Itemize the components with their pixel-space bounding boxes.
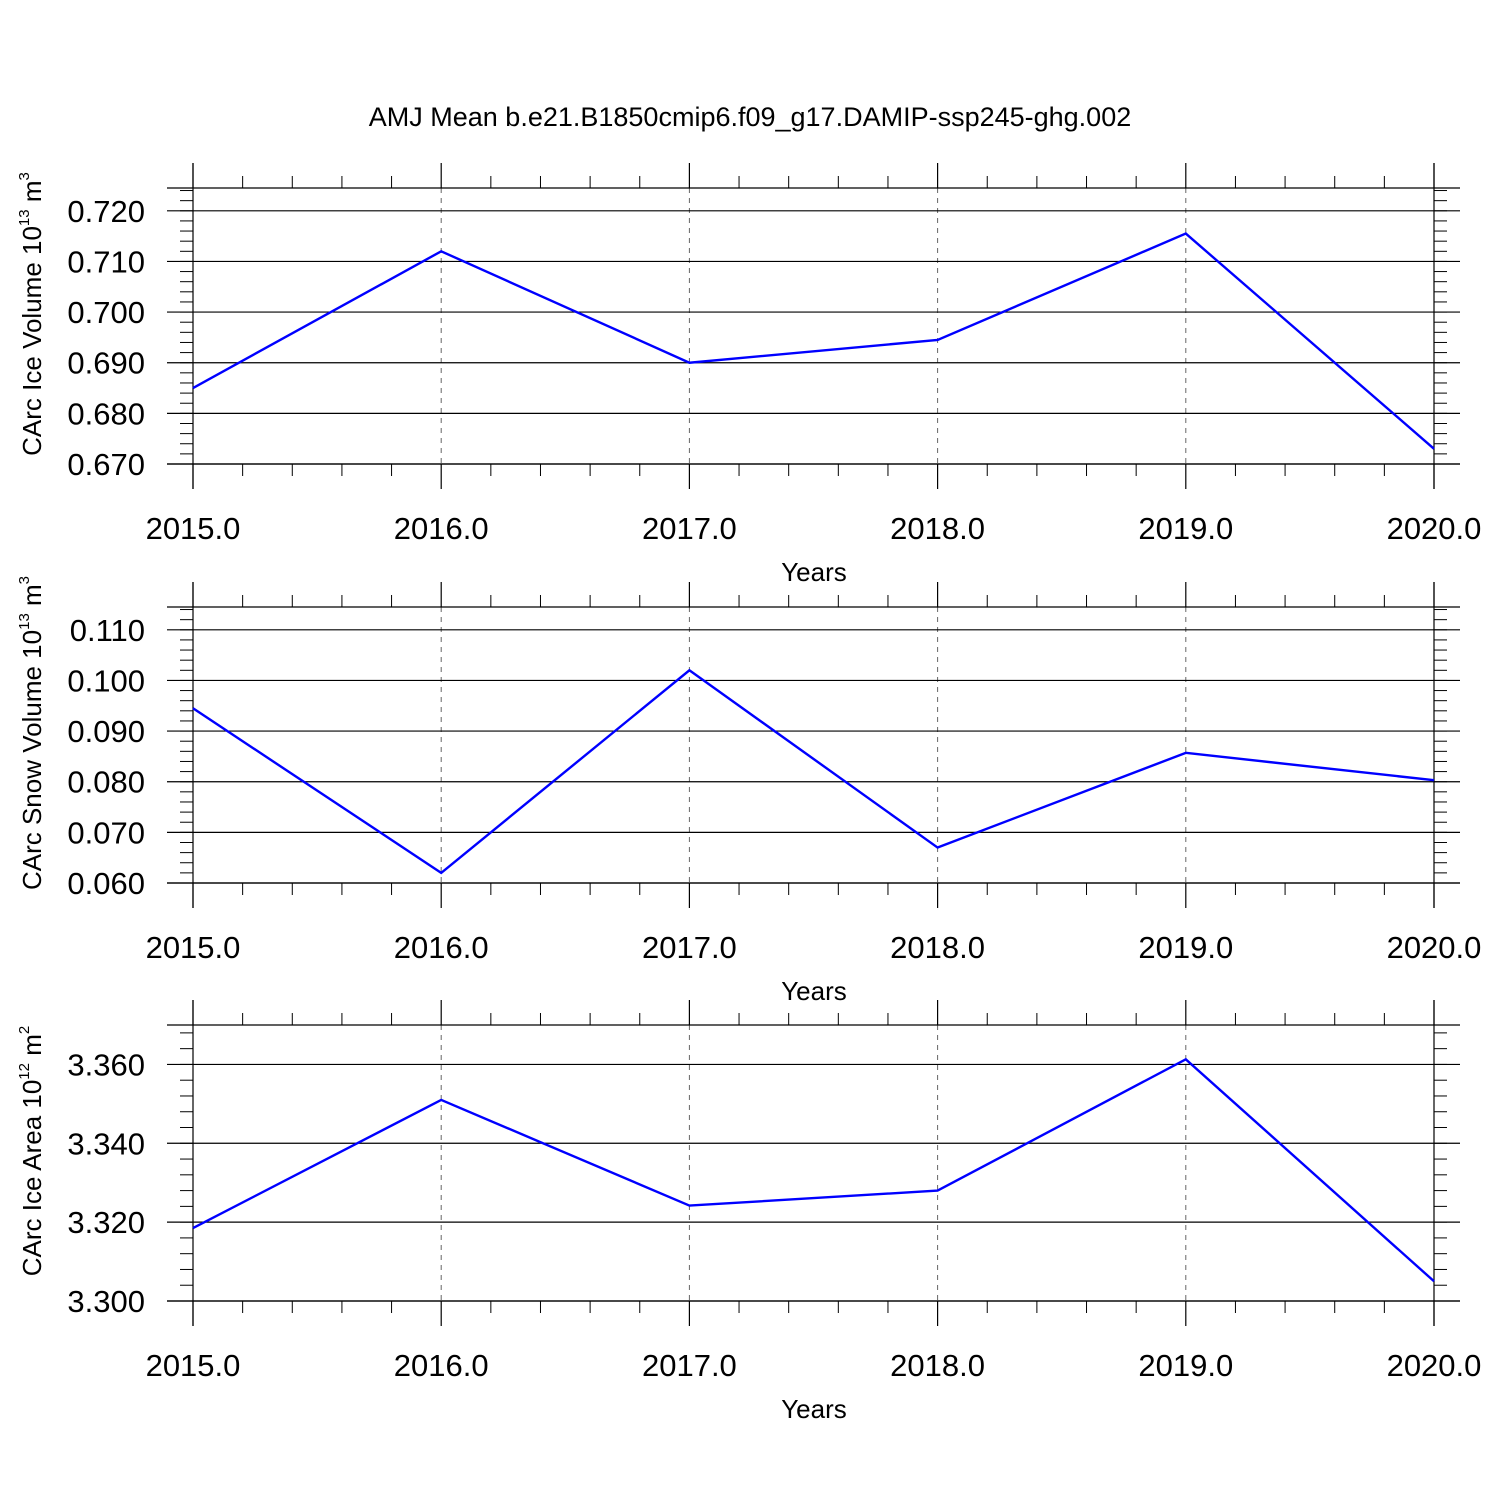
- y-tick-label: 0.070: [67, 815, 145, 850]
- x-tick-label: 2020.0: [1387, 511, 1482, 546]
- x-tick-label: 2018.0: [890, 930, 985, 965]
- y-axis-label: CArc Ice Area 1012 m2: [16, 1026, 47, 1276]
- x-tick-label: 2018.0: [890, 1348, 985, 1383]
- x-tick-label: 2020.0: [1387, 1348, 1482, 1383]
- x-tick-label: 2017.0: [642, 511, 737, 546]
- plot-panel-1: 0.670 0.680 0.690 0.700 0.710 0.720 2015.0 2016…: [16, 163, 1481, 587]
- x-axis-label: Years: [781, 557, 847, 587]
- y-tick-label: 0.670: [67, 447, 145, 482]
- y-tick-label: 0.060: [67, 866, 145, 901]
- y-axis-label: CArc Ice Volume 1013 m3: [16, 172, 47, 456]
- main-title: AMJ Mean b.e21.B1850cmip6.f09_g17.DAMIP-…: [369, 102, 1131, 132]
- x-tick-label: 2016.0: [394, 1348, 489, 1383]
- x-tick-label: 2019.0: [1138, 1348, 1233, 1383]
- y-tick-label: 3.320: [67, 1205, 145, 1240]
- series-line: [192, 668, 1435, 875]
- x-tick-label: 2016.0: [394, 930, 489, 965]
- series-line: [192, 232, 1435, 450]
- x-tick-label: 2016.0: [394, 511, 489, 546]
- x-tick-label: 2017.0: [642, 930, 737, 965]
- y-tick-label: 0.080: [67, 765, 145, 800]
- y-tick-label: 0.690: [67, 346, 145, 381]
- x-tick-label: 2018.0: [890, 511, 985, 546]
- x-tick-label: 2017.0: [642, 1348, 737, 1383]
- x-axis-label: Years: [781, 1394, 847, 1424]
- x-tick-label: 2015.0: [146, 1348, 241, 1383]
- y-tick-label: 0.090: [67, 714, 145, 749]
- x-tick-label: 2019.0: [1138, 930, 1233, 965]
- y-axis-label: CArc Snow Volume 1013 m3: [16, 576, 47, 890]
- y-tick-label: 0.700: [67, 295, 145, 330]
- x-tick-label: 2015.0: [146, 511, 241, 546]
- y-tick-label: 3.360: [67, 1047, 145, 1082]
- x-tick-label: 2020.0: [1387, 930, 1482, 965]
- y-tick-label: 0.720: [67, 194, 145, 229]
- x-tick-label: 2015.0: [146, 930, 241, 965]
- plot-panel-2: 0.060 0.070 0.080 0.090 0.100 0.110 2015.0 2016…: [16, 576, 1481, 1006]
- y-tick-label: 0.680: [67, 396, 145, 431]
- y-tick-label: 0.110: [70, 613, 145, 648]
- series-line: [192, 1057, 1435, 1283]
- x-axis-label: Years: [781, 976, 847, 1006]
- x-tick-label: 2019.0: [1138, 511, 1233, 546]
- y-tick-label: 3.340: [67, 1126, 145, 1161]
- y-tick-label: 3.300: [67, 1284, 145, 1319]
- y-tick-label: 0.100: [67, 663, 145, 698]
- plot-panel-3: 3.300 3.320 3.340 3.360 2015.0 2016.0 2017.0 20…: [16, 1000, 1481, 1424]
- y-tick-label: 0.710: [67, 244, 145, 279]
